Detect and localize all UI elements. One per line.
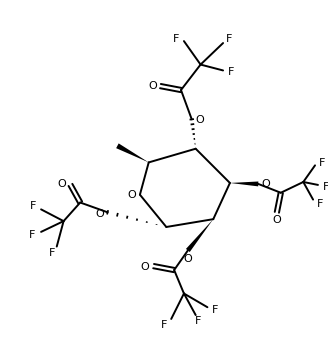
Polygon shape: [186, 219, 213, 252]
Text: O: O: [95, 209, 104, 219]
Text: F: F: [317, 199, 323, 210]
Text: F: F: [228, 67, 234, 77]
Text: F: F: [173, 34, 179, 44]
Text: O: O: [128, 190, 136, 200]
Polygon shape: [230, 181, 258, 186]
Polygon shape: [116, 143, 149, 163]
Text: O: O: [262, 179, 271, 189]
Text: F: F: [30, 201, 36, 211]
Text: F: F: [49, 248, 55, 258]
Text: O: O: [183, 254, 192, 264]
Text: O: O: [140, 262, 149, 272]
Text: F: F: [323, 182, 328, 192]
Text: F: F: [161, 320, 167, 330]
Text: F: F: [195, 316, 201, 326]
Text: F: F: [226, 34, 232, 44]
Text: F: F: [319, 159, 325, 168]
Text: F: F: [29, 230, 35, 240]
Text: F: F: [212, 305, 219, 315]
Text: O: O: [57, 179, 66, 189]
Text: O: O: [273, 215, 281, 225]
Text: O: O: [148, 81, 157, 91]
Text: O: O: [195, 115, 204, 125]
